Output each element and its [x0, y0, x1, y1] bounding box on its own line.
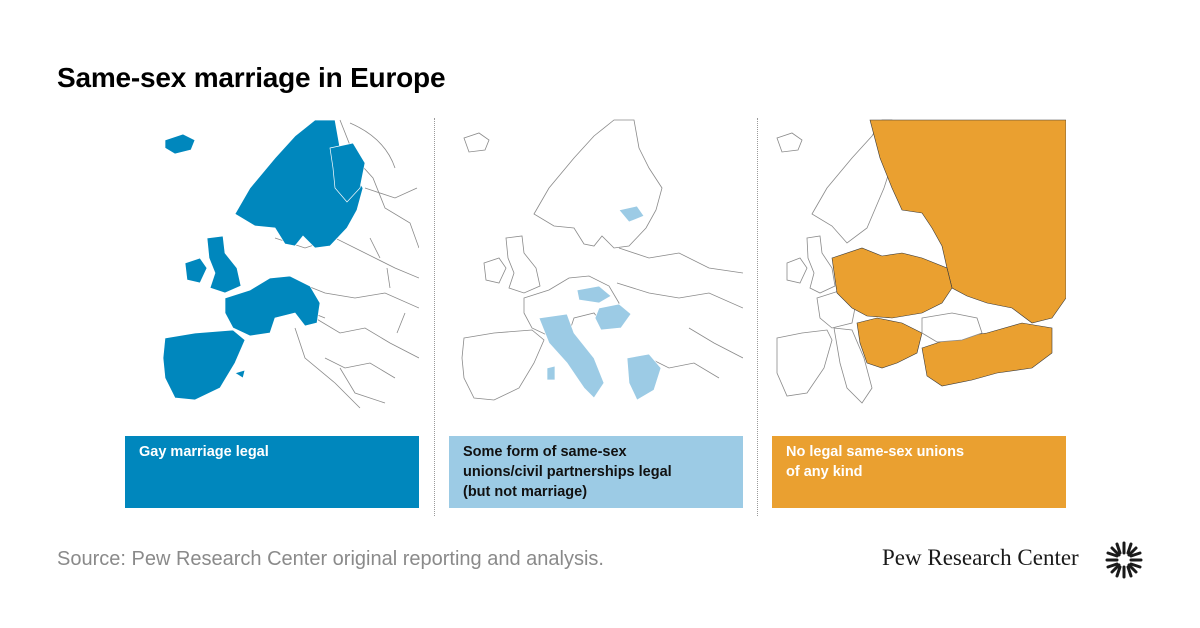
region-hungary-croatia: [594, 303, 632, 331]
legend-no-unions-line-2: of any kind: [786, 464, 863, 480]
region-greece-cyprus: [626, 353, 662, 401]
legend-civil-unions-line-2: unions/civil partnerships legal: [463, 464, 672, 480]
europe-map-marriage-legal: [162, 119, 419, 409]
legend-no-unions-line-1: No legal same-sex unions: [786, 444, 965, 460]
region-islands: [234, 369, 246, 379]
region-italy: [538, 313, 605, 399]
europe-map-civil-unions: [461, 119, 743, 401]
legend-no-unions: No legal same-sex unions of any kind: [772, 436, 1066, 508]
region-western-europe: [224, 275, 321, 337]
region-iberia: [162, 329, 246, 401]
legend-civil-unions: Some form of same-sex unions/civil partn…: [449, 436, 743, 508]
region-eastern-europe: [831, 247, 953, 319]
panel-divider-1: [434, 118, 435, 516]
region-britain: [206, 235, 242, 294]
source-note: Source: Pew Research Center original rep…: [57, 548, 604, 570]
pew-logo-icon: [1104, 540, 1144, 585]
legend-marriage-legal-label: Gay marriage legal: [139, 444, 269, 460]
region-iceland: [164, 133, 196, 155]
map-panel-no-unions: [772, 118, 1066, 418]
black-sea: [921, 312, 983, 343]
map-panel-marriage-legal: [125, 118, 419, 418]
region-finland: [329, 142, 366, 203]
legend-civil-unions-line-3: (but not marriage): [463, 484, 588, 500]
legend-civil-unions-line-1: Some form of same-sex: [463, 444, 627, 460]
panel-divider-2: [757, 118, 758, 516]
region-balkans: [856, 317, 923, 369]
region-ireland: [184, 257, 208, 284]
legend-marriage-legal: Gay marriage legal: [125, 436, 419, 508]
map-panel-civil-unions: [449, 118, 743, 418]
region-czechia: [576, 285, 612, 304]
region-estonia: [618, 205, 645, 223]
europe-map-no-unions: [776, 119, 1066, 404]
region-sardinia: [546, 365, 556, 381]
brand-name: Pew Research Center: [882, 545, 1079, 570]
chart-title: Same-sex marriage in Europe: [57, 62, 446, 93]
